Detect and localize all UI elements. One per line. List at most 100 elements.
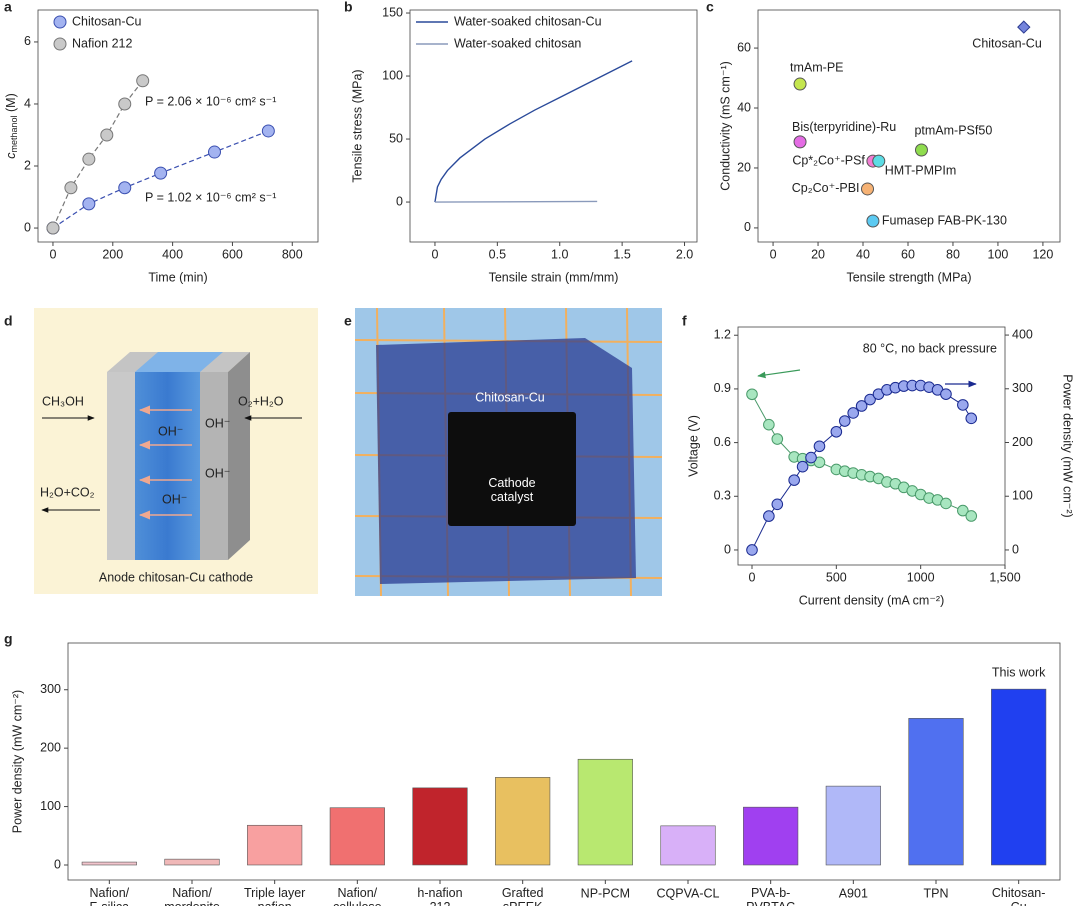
data-point: [64, 181, 78, 195]
x-axis-label: Tensile strength (MPa): [846, 270, 971, 284]
legend-label: Water-soaked chitosan: [454, 36, 581, 50]
panel-label: d: [4, 313, 13, 329]
text-line: Cu: [1011, 900, 1027, 906]
data-point: [788, 474, 800, 486]
x-tick-label: 400: [162, 247, 183, 261]
y-tick-label: 300: [40, 682, 61, 696]
x-tick-label: Nafion/F-silica: [90, 886, 130, 906]
point-label: Chitosan-Cu: [972, 36, 1042, 50]
text-line: catalyst: [491, 490, 534, 504]
bar: [247, 824, 303, 866]
text-line: Triple layer: [244, 886, 305, 900]
fit-line: [52, 130, 269, 229]
x-tick-label: 500: [826, 570, 847, 584]
data-point: [82, 197, 96, 211]
data-point: [793, 135, 807, 149]
text-line: PVA-b-: [751, 886, 790, 900]
x-tick-label: h-nafion212: [417, 886, 462, 906]
y-label-unit: (M): [4, 93, 18, 115]
x-tick-label: 200: [102, 247, 123, 261]
y-tick-label: 50: [389, 131, 403, 145]
x-tick-label: 2.0: [676, 247, 693, 261]
data-point: [763, 418, 775, 431]
panel-label: e: [344, 313, 352, 329]
y-axis-label: Power density (mW cm⁻²): [10, 690, 24, 833]
x-tick-label: TPN: [924, 886, 949, 900]
data-point: [861, 182, 875, 196]
text-line: cellulose: [333, 900, 382, 906]
bar: [412, 787, 468, 866]
ion-label: OH⁻: [162, 492, 187, 506]
x-axis-label: Current density (mA cm⁻²): [799, 593, 945, 607]
text-line: Chitosan-: [992, 886, 1046, 900]
x-tick-label: 1000: [907, 570, 935, 584]
data-point: [796, 460, 809, 473]
bar: [577, 758, 633, 866]
point-label: Cp*₂Co⁺-PSf: [792, 153, 865, 167]
y2-axis-label: Power density (mW cm⁻²): [1061, 374, 1075, 517]
x-tick-label: Triple layernafion: [244, 886, 305, 906]
data-point: [965, 412, 978, 425]
text-line: sPEEK: [503, 900, 543, 906]
y-tick-label: 4: [24, 96, 31, 110]
y-tick-label: 20: [737, 160, 751, 174]
y-label-symbol: c: [4, 152, 18, 159]
text-line: Cathode: [488, 476, 535, 490]
panel-label: a: [4, 0, 12, 15]
y2-tick-label: 100: [1012, 489, 1033, 503]
text-line: nafion: [258, 900, 292, 906]
x-tick-label: 120: [1032, 247, 1053, 261]
data-point: [261, 124, 275, 138]
data-point: [207, 145, 221, 159]
text-line: 212: [430, 900, 451, 906]
catalyst: [448, 412, 576, 526]
flow-label: CH₃OH: [42, 394, 84, 408]
data-point: [847, 407, 859, 419]
text-line: Nafion/: [338, 886, 378, 900]
x-tick-label: Nafion/cellulose: [333, 886, 382, 906]
data-point: [805, 451, 817, 464]
y-tick-label: 0.6: [714, 435, 731, 449]
data-point: [746, 544, 758, 556]
x-axis-label: Time (min): [148, 270, 207, 284]
x-tick-label: 80: [946, 247, 960, 261]
x-tick-label: CQPVA-CL: [657, 886, 720, 900]
data-point: [136, 74, 150, 88]
legend-label: Chitosan-Cu: [72, 14, 142, 28]
cathode-layer: [200, 372, 228, 560]
legend-marker: [53, 37, 67, 51]
data-point: [46, 221, 60, 235]
bar: [991, 688, 1047, 866]
x-tick-label: 0.5: [489, 247, 506, 261]
data-point: [957, 504, 969, 517]
data-point: [914, 143, 928, 157]
y2-tick-label: 300: [1012, 381, 1033, 395]
annotation: This work: [992, 665, 1046, 679]
point-label: Bis(terpyridine)-Ru: [792, 120, 896, 134]
y-tick-label: 100: [40, 799, 61, 813]
plot-frame: [409, 9, 698, 243]
y-tick-label: 0: [24, 220, 31, 234]
y-axis-label: Voltage (V): [686, 415, 700, 477]
bar: [743, 806, 799, 866]
data-point: [746, 388, 758, 401]
text-line: F-silica: [90, 900, 130, 906]
annotation: P = 1.02 × 10⁻⁶ cm² s⁻¹: [145, 190, 276, 204]
data-point: [118, 181, 132, 195]
membrane-top: [135, 352, 223, 372]
panel-label: f: [682, 313, 687, 329]
data-point: [771, 498, 784, 511]
legend-label: Water-soaked chitosan-Cu: [454, 14, 602, 28]
data-point: [940, 388, 952, 400]
x-tick-label: 20: [811, 247, 825, 261]
data-point: [1017, 20, 1031, 34]
data-point: [855, 400, 868, 412]
y-tick-label: 0.3: [714, 489, 731, 503]
x-tick-label: 60: [901, 247, 915, 261]
y-tick-label: 200: [40, 740, 61, 754]
plot-frame: [67, 642, 1061, 881]
plot-frame: [37, 9, 319, 243]
membrane-layer: [135, 372, 200, 560]
x-tick-label: 800: [282, 247, 303, 261]
y-tick-label: 0: [744, 220, 751, 234]
